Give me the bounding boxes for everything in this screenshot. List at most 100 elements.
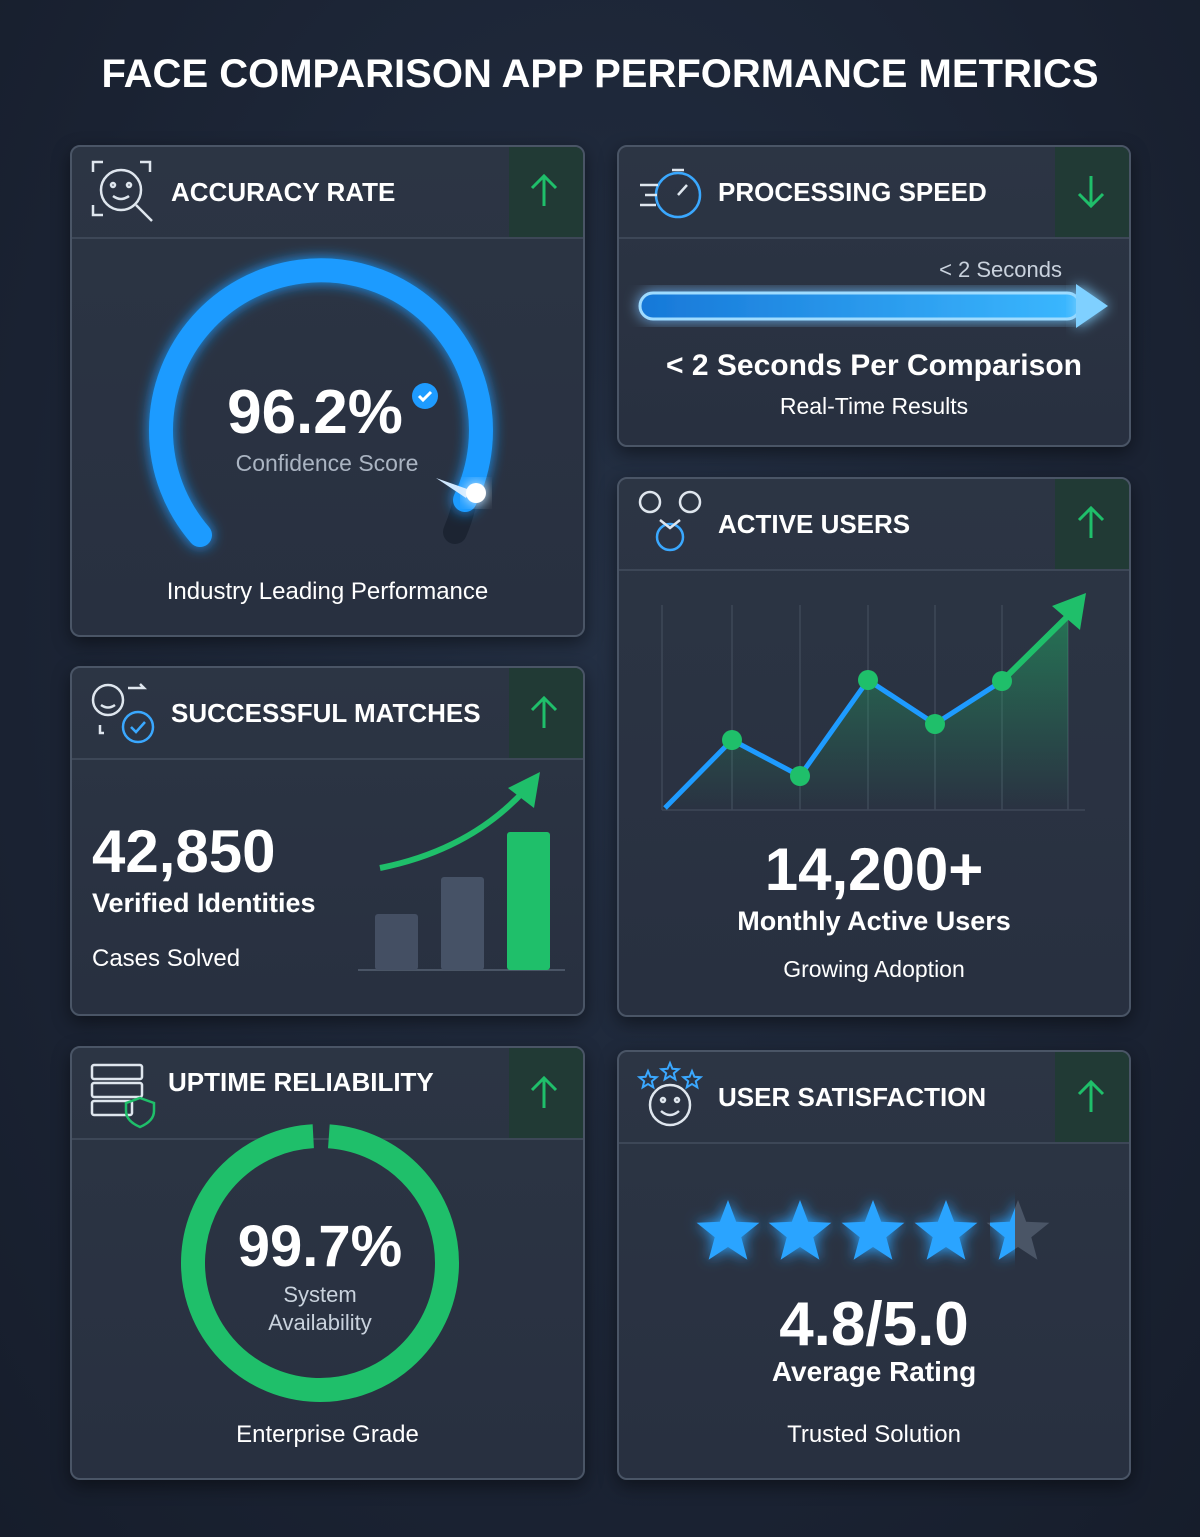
trend-arrows (530, 173, 1105, 1112)
decoration (530, 695, 558, 728)
decoration (124, 1096, 156, 1129)
verified-check (417, 390, 433, 403)
speed-arrowhead (1076, 284, 1108, 328)
scale-label: < 2 Seconds (939, 257, 1062, 282)
metric-caption: Verified Identities (92, 888, 316, 918)
chart-trend (999, 609, 1075, 684)
card-title: PROCESSING SPEED (718, 177, 987, 207)
decoration (1077, 505, 1105, 538)
star (914, 1200, 978, 1260)
metric-caption: Monthly Active Users (737, 906, 1011, 936)
icon-star (680, 1068, 704, 1090)
decoration (98, 683, 148, 735)
speed-bar (638, 291, 1082, 321)
decoration (638, 490, 662, 514)
decoration (112, 194, 130, 201)
metric-caption: Average Rating (771, 1356, 977, 1387)
chart-area (665, 615, 1068, 810)
metric-footer: Industry Leading Performance (166, 578, 489, 605)
star (768, 1200, 832, 1260)
decoration (135, 204, 153, 222)
metric-footer: Real-Time Results (779, 393, 969, 419)
card-title: ACCURACY RATE (171, 177, 396, 207)
metric-footer: Cases Solved (92, 945, 241, 972)
decoration (722, 730, 742, 750)
icon-stars (636, 1060, 704, 1090)
card-matches (70, 666, 585, 1016)
card-header (619, 147, 1129, 239)
star-partial (990, 1207, 1015, 1260)
decoration (790, 766, 810, 786)
trend-box (509, 668, 583, 758)
metric-value: 96.2% (227, 378, 403, 447)
star (841, 1200, 905, 1260)
decoration (121, 710, 155, 744)
card-header (619, 479, 1129, 571)
metric-footer: Trusted Solution (787, 1421, 961, 1448)
decor-bar (375, 914, 418, 970)
card-title: USER SATISFACTION (718, 1082, 987, 1112)
chart-arrowhead (1052, 593, 1086, 630)
decoration (530, 1075, 558, 1108)
decoration (100, 703, 116, 709)
metric-value: 99.7% (237, 1214, 403, 1279)
decoration (91, 160, 152, 217)
trend-box (509, 147, 583, 237)
decoration (660, 1110, 680, 1117)
card-header (619, 1052, 1129, 1144)
header-icons (90, 160, 702, 1129)
metric-caption: Confidence Score (235, 450, 419, 476)
decor-bar (441, 877, 484, 970)
growth-curve (379, 787, 528, 871)
card-title: SUCCESSFUL MATCHES (171, 698, 481, 728)
rating-stars (696, 1200, 1050, 1260)
decor-bar (507, 832, 550, 970)
decoration (130, 721, 146, 734)
star (696, 1200, 760, 1260)
card-title: UPTIME RELIABILITY (168, 1067, 434, 1097)
decoration (925, 714, 945, 734)
gauge-knob (466, 483, 486, 503)
metric-value: 14,200+ (764, 836, 984, 903)
decoration (673, 1096, 681, 1104)
decoration (109, 181, 117, 189)
metric-caption: System Availability (268, 1282, 372, 1335)
growth-arrowhead (508, 772, 540, 808)
trend-box (509, 1048, 583, 1138)
decoration (992, 671, 1012, 691)
metric-footer: Growing Adoption (783, 956, 965, 982)
decoration (99, 168, 143, 212)
gauge-arc (148, 258, 493, 547)
decoration (678, 490, 702, 514)
page-title: FACE COMPARISON APP PERFORMANCE METRICS (101, 52, 1099, 96)
metric-value: 4.8/5.0 (779, 1290, 969, 1359)
icon-star (636, 1068, 660, 1090)
decoration (1077, 176, 1105, 209)
decoration (655, 522, 685, 552)
card-header (72, 1048, 583, 1140)
decoration (90, 1099, 134, 1117)
gauge-needle (436, 478, 470, 498)
decoration (530, 173, 558, 206)
chart-line (663, 676, 1004, 810)
decoration (640, 168, 688, 207)
decoration (1077, 1079, 1105, 1112)
decoration (91, 683, 125, 717)
metric-value: < 2 Seconds Per Comparison (666, 349, 1082, 382)
decoration (648, 1083, 692, 1127)
decoration (90, 1081, 144, 1099)
card-satisfaction (617, 1050, 1131, 1480)
metric-value: 42,850 (92, 818, 276, 885)
card-title: ACTIVE USERS (718, 509, 911, 539)
metric-footer: Enterprise Grade (236, 1421, 419, 1448)
decoration (659, 519, 681, 530)
decoration (125, 181, 133, 189)
chart-points (722, 670, 1012, 786)
decoration (858, 670, 878, 690)
decoration (90, 1063, 144, 1081)
card-header (72, 147, 583, 239)
star-empty (986, 1200, 1050, 1260)
